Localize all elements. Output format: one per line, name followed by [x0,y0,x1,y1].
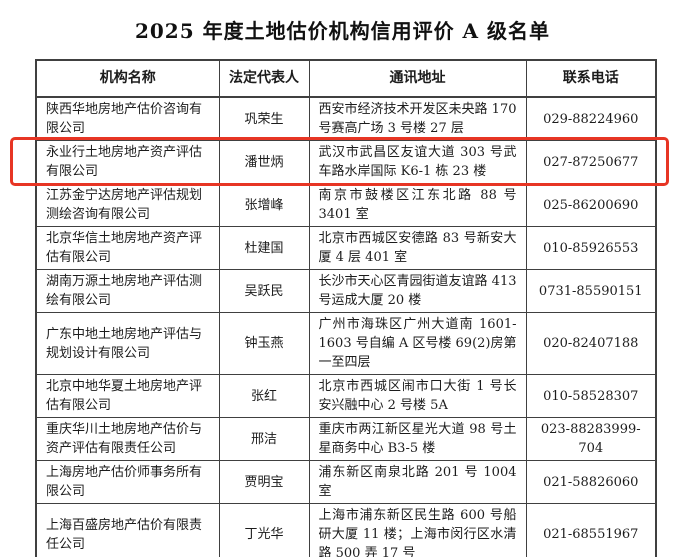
cell-address: 浦东新区南泉北路 201 号 1004 室 [308,460,527,504]
table-row: 湖南万源土地房地产评估测绘有限公司 吴跃民 长沙市天心区青园街道友谊路 413 … [35,269,657,313]
cell-legal-representative: 张增峰 [218,183,310,227]
cell-phone: 027-87250677 [525,140,657,184]
cell-institution-name: 江苏金宁达房地产评估规划测绘咨询有限公司 [35,183,220,227]
table-row: 广东中地土地房地产评估与规划设计有限公司 钟玉燕 广州市海珠区广州大道南 160… [35,312,657,375]
cell-legal-representative: 潘世炳 [218,140,310,184]
cell-address: 西安市经济技术开发区未央路 170 号赛高广场 3 号楼 27 层 [308,96,527,141]
cell-phone: 025-86200690 [525,183,657,227]
header-legal-representative: 法定代表人 [218,59,310,98]
table-row: 江苏金宁达房地产评估规划测绘咨询有限公司 张增峰 南京市鼓楼区江东北路 88 号… [35,183,657,227]
cell-address: 上海市浦东新区民生路 600 号船研大厦 11 楼；上海市闵行区水清路 500 … [308,503,527,557]
table-row: 永业行土地房地产资产评估有限公司 潘世炳 武汉市武昌区友谊大道 303 号武车路… [35,140,657,184]
cell-institution-name: 湖南万源土地房地产评估测绘有限公司 [35,269,220,313]
cell-institution-name: 上海房地产估价师事务所有限公司 [35,460,220,504]
cell-phone: 0731-85590151 [525,269,657,313]
cell-institution-name: 北京华信土地房地产资产评估有限公司 [35,226,220,270]
header-row: 机构名称 法定代表人 通讯地址 联系电话 [35,59,657,98]
cell-legal-representative: 巩荣生 [218,96,310,141]
cell-institution-name: 重庆华川土地房地产估价与资产评估有限责任公司 [35,417,220,461]
cell-institution-name: 广东中地土地房地产评估与规划设计有限公司 [35,312,220,375]
cell-phone: 010-58528307 [525,374,657,418]
table-row: 北京华信土地房地产资产评估有限公司 杜建国 北京市西城区安德路 83 号新安大厦… [35,226,657,270]
table-body: 陕西华地房地产估价咨询有限公司 巩荣生 西安市经济技术开发区未央路 170 号赛… [35,96,657,557]
cell-legal-representative: 杜建国 [218,226,310,270]
cell-legal-representative: 钟玉燕 [218,312,310,375]
cell-address: 南京市鼓楼区江东北路 88 号 3401 室 [308,183,527,227]
table-header: 机构名称 法定代表人 通讯地址 联系电话 [35,59,657,98]
cell-legal-representative: 贾明宝 [218,460,310,504]
header-address: 通讯地址 [308,59,527,98]
header-institution-name: 机构名称 [35,59,220,98]
table-row: 上海百盛房地产估价有限责任公司 丁光华 上海市浦东新区民生路 600 号船研大厦… [35,503,657,557]
cell-address: 长沙市天心区青园街道友谊路 413 号运成大厦 20 楼 [308,269,527,313]
cell-phone: 023-88283999-704 [525,417,657,461]
table-row: 重庆华川土地房地产估价与资产评估有限责任公司 邢洁 重庆市两江新区星光大道 98… [35,417,657,461]
cell-institution-name: 上海百盛房地产估价有限责任公司 [35,503,220,557]
cell-institution-name: 陕西华地房地产估价咨询有限公司 [35,96,220,141]
cell-address: 广州市海珠区广州大道南 1601-1603 号自编 A 区号楼 69(2)房第一… [308,312,527,375]
table-row: 上海房地产估价师事务所有限公司 贾明宝 浦东新区南泉北路 201 号 1004 … [35,460,657,504]
credit-rating-table: 机构名称 法定代表人 通讯地址 联系电话 陕西华地房地产估价咨询有限公司 巩荣生… [35,59,657,557]
table-row: 陕西华地房地产估价咨询有限公司 巩荣生 西安市经济技术开发区未央路 170 号赛… [35,96,657,141]
cell-legal-representative: 吴跃民 [218,269,310,313]
cell-phone: 021-68551967 [525,503,657,557]
cell-legal-representative: 张红 [218,374,310,418]
cell-legal-representative: 丁光华 [218,503,310,557]
cell-address: 北京市西城区安德路 83 号新安大厦 4 层 401 室 [308,226,527,270]
cell-institution-name: 永业行土地房地产资产评估有限公司 [35,140,220,184]
cell-institution-name: 北京中地华夏土地房地产评估有限公司 [35,374,220,418]
cell-address: 武汉市武昌区友谊大道 303 号武车路水岸国际 K6-1 栋 23 楼 [308,140,527,184]
header-phone: 联系电话 [525,59,657,98]
page-title: 2025 年度土地估价机构信用评价 A 级名单 [134,19,551,43]
cell-address: 北京市西城区闹市口大街 1 号长安兴融中心 2 号楼 5A [308,374,527,418]
cell-phone: 020-82407188 [525,312,657,375]
cell-phone: 010-85926553 [525,226,657,270]
table-row: 北京中地华夏土地房地产评估有限公司 张红 北京市西城区闹市口大街 1 号长安兴融… [35,374,657,418]
cell-address: 重庆市两江新区星光大道 98 号土星商务中心 B3-5 楼 [308,417,527,461]
cell-phone: 021-58826060 [525,460,657,504]
cell-legal-representative: 邢洁 [218,417,310,461]
cell-phone: 029-88224960 [525,96,657,141]
